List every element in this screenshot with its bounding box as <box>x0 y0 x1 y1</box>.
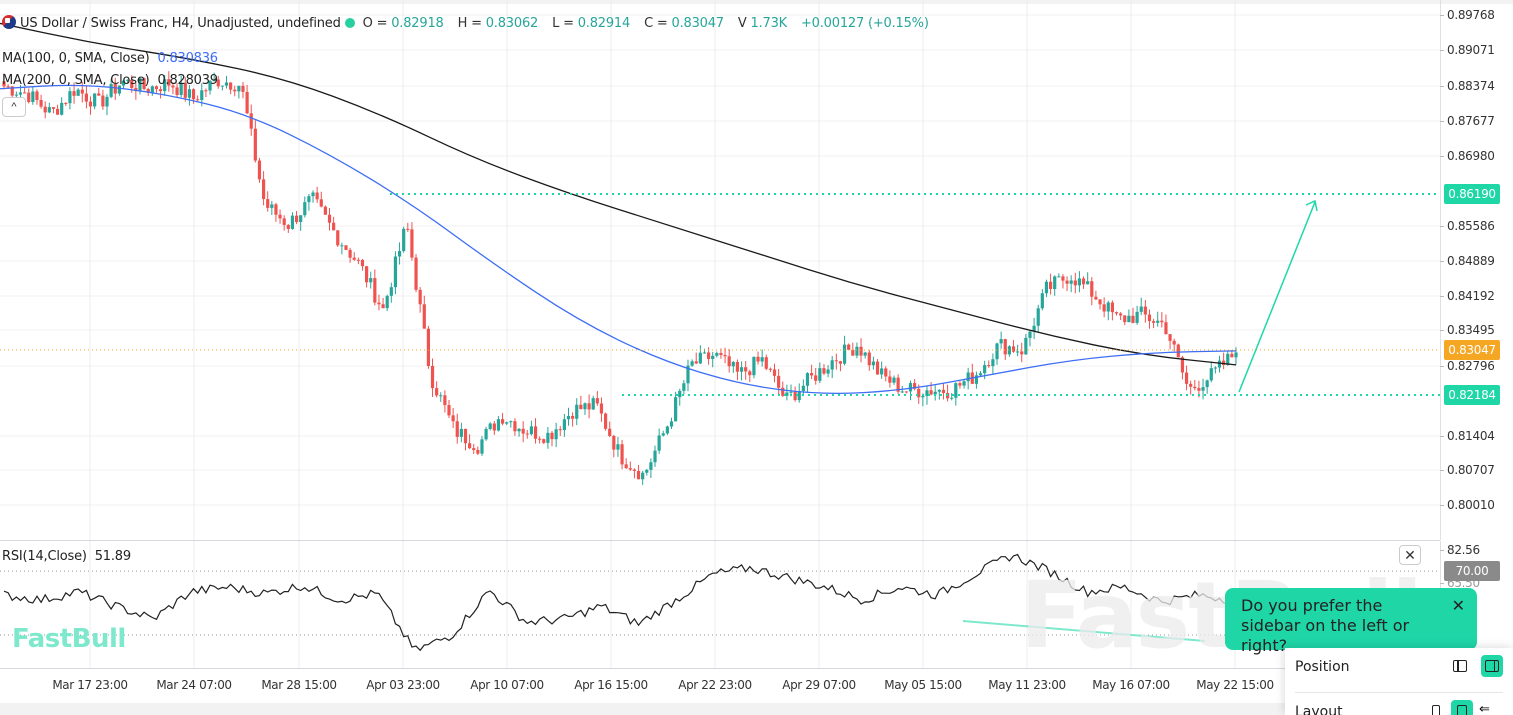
ohlc-value: 0.82914 <box>577 16 631 31</box>
price-tick: 0.83495 <box>1440 323 1495 337</box>
sidebar-right-icon <box>1485 660 1499 672</box>
layout-standard-icon <box>1457 705 1467 715</box>
ma100-label: MA(100, 0, SMA, Close) <box>2 51 150 66</box>
close-icon: ✕ <box>1404 547 1416 563</box>
price-level-tag: 0.86190 <box>1444 184 1500 204</box>
fastbull-watermark: FastBull <box>12 624 126 654</box>
price-tick: 0.80010 <box>1440 498 1495 512</box>
time-tick: Apr 03 23:00 <box>366 678 440 692</box>
bottom-strip <box>0 703 1285 715</box>
price-tick: 0.80707 <box>1440 463 1495 477</box>
collapse-legend-button[interactable]: ^ <box>2 97 26 117</box>
ma200-value: 0.828039 <box>157 73 218 88</box>
ohlc-value: 0.83062 <box>485 16 539 31</box>
layout-compact-option[interactable] <box>1425 700 1447 715</box>
sidebar-preference-tooltip: Do you prefer the sidebar on the left or… <box>1225 588 1477 657</box>
price-tick: 0.85586 <box>1440 219 1495 233</box>
price-level-tag: 0.83047 <box>1444 340 1500 360</box>
layout-row: Layout ⇐ <box>1295 698 1503 715</box>
time-tick: Mar 24 07:00 <box>156 678 232 692</box>
price-pane[interactable]: US Dollar / Swiss Franc, H4, Unadjusted,… <box>0 0 1440 540</box>
rsi-legend: RSI(14,Close) 51.89 <box>2 549 131 564</box>
collapse-arrow-icon: ⇐ <box>1479 701 1490 715</box>
layout-collapse-option[interactable]: ⇐ <box>1477 700 1499 715</box>
price-tick: 0.86980 <box>1440 149 1495 163</box>
ohlc-value: 0.83047 <box>671 16 725 31</box>
position-label: Position <box>1295 659 1350 675</box>
time-axis-border <box>0 668 1440 669</box>
ohlc-values: O = 0.82918 H = 0.83062 L = 0.82914 C = 0.8… <box>363 16 724 31</box>
ma100-legend[interactable]: MA(100, 0, SMA, Close) 0.830836 <box>2 51 218 66</box>
price-level-tag: 0.82184 <box>1444 385 1500 405</box>
price-chart-canvas[interactable] <box>0 0 1440 540</box>
price-tick: 0.84192 <box>1440 289 1495 303</box>
ma200-label: MA(200, 0, SMA, Close) <box>2 73 150 88</box>
ma200-legend[interactable]: MA(200, 0, SMA, Close) 0.828039 <box>2 73 218 88</box>
rsi-value: 51.89 <box>94 549 131 564</box>
time-tick: May 11 23:00 <box>988 678 1066 692</box>
tooltip-close-button[interactable]: ✕ <box>1451 596 1465 615</box>
price-tick: 0.88374 <box>1440 79 1495 93</box>
layout-standard-option[interactable] <box>1451 700 1473 715</box>
price-axis[interactable]: 0.89768 0.89071 0.88374 0.87677 0.86980 0.855… <box>1440 0 1513 540</box>
sidebar-right-option[interactable] <box>1481 655 1503 677</box>
time-tick: Apr 16 15:00 <box>574 678 648 692</box>
sidebar-settings-panel: Position Layout ⇐ <box>1285 648 1513 715</box>
time-tick: May 05 15:00 <box>884 678 962 692</box>
time-tick: Apr 22 23:00 <box>678 678 752 692</box>
time-tick: Apr 29 07:00 <box>782 678 856 692</box>
volume-value: 1.73K <box>750 16 788 31</box>
time-axis[interactable]: Mar 17 23:00 Mar 24 07:00 Mar 28 15:00 Apr … <box>0 668 1440 708</box>
time-tick: May 22 15:00 <box>1196 678 1274 692</box>
rsi-tick: 82.56 <box>1440 543 1480 557</box>
chevron-up-icon: ^ <box>11 101 17 113</box>
live-status-icon <box>344 18 355 28</box>
rsi-overbought-tag: 70.00 <box>1444 561 1500 581</box>
price-tick: 0.82796 <box>1440 359 1495 373</box>
sidebar-left-icon <box>1453 660 1467 672</box>
price-tick: 0.84889 <box>1440 254 1495 268</box>
price-tick: 0.87677 <box>1440 114 1495 128</box>
rsi-close-button[interactable]: ✕ <box>1399 545 1421 565</box>
symbol-title: US Dollar / Swiss Franc, H4, Unadjusted,… <box>20 16 341 31</box>
rsi-label: RSI(14,Close) <box>2 549 87 564</box>
ohlc-label: H = <box>457 16 486 31</box>
price-tick: 0.81404 <box>1440 429 1495 443</box>
time-tick: Mar 28 15:00 <box>261 678 337 692</box>
top-strip <box>0 0 1513 4</box>
layout-label: Layout <box>1295 704 1343 715</box>
price-tick: 0.89071 <box>1440 43 1495 57</box>
tooltip-text: Do you prefer the sidebar on the left or… <box>1241 596 1410 655</box>
time-tick: Mar 17 23:00 <box>52 678 128 692</box>
ohlc-label: C = <box>644 16 672 31</box>
volume-label: V <box>737 16 747 31</box>
ma100-value: 0.830836 <box>157 51 218 66</box>
time-tick: Apr 10 07:00 <box>470 678 544 692</box>
time-tick: May 16 07:00 <box>1092 678 1170 692</box>
position-row: Position <box>1295 653 1503 683</box>
pane-divider[interactable] <box>0 540 1440 541</box>
layout-compact-icon <box>1432 705 1440 715</box>
ohlc-label: L = <box>552 16 578 31</box>
ohlc-value: 0.82918 <box>391 16 444 31</box>
ohlc-label: O = <box>362 16 392 31</box>
currency-flag-icon <box>2 15 16 29</box>
symbol-legend: US Dollar / Swiss Franc, H4, Unadjusted,… <box>2 15 929 31</box>
sidebar-left-option[interactable] <box>1449 655 1471 677</box>
price-change: +0.00127 (+0.15%) <box>800 16 929 31</box>
panel-divider <box>1295 692 1503 693</box>
price-tick: 0.89768 <box>1440 8 1495 22</box>
